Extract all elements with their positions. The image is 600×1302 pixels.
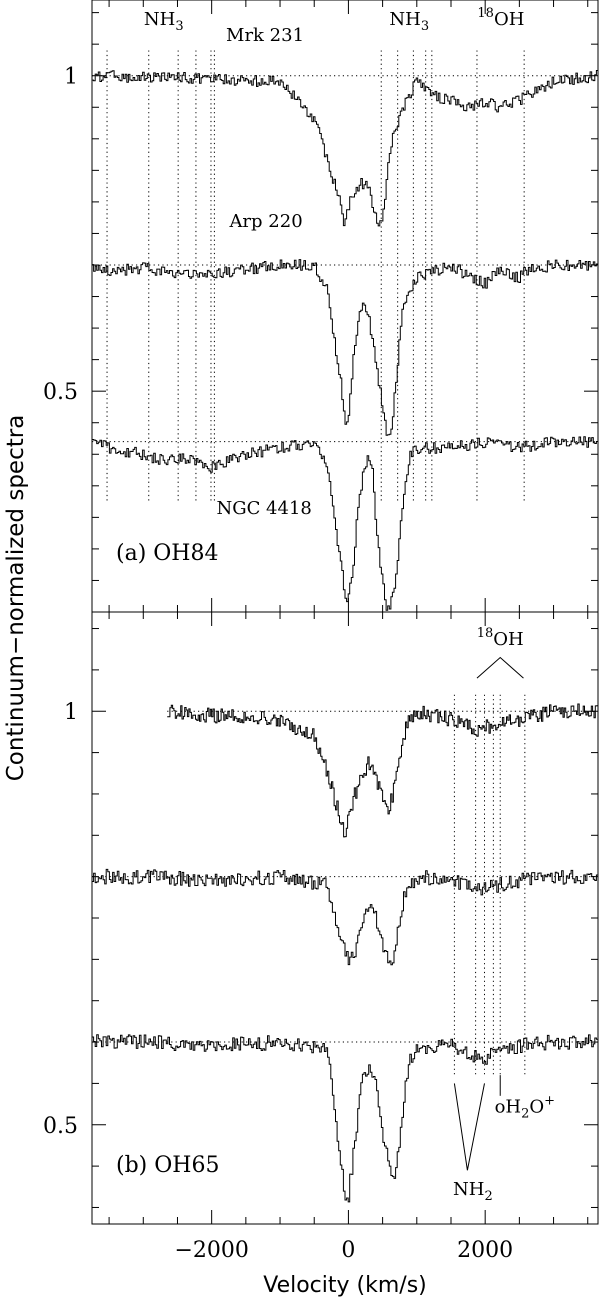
y-axis-label: Continuum−normalized spectra <box>3 415 29 782</box>
panel-b-xticks: −2000 0 2000 <box>108 612 589 1263</box>
panel-a-frame <box>91 0 599 613</box>
nh3-right-label-sub: 3 <box>421 19 429 34</box>
panel-a-ytick-label: 0.5 <box>43 380 78 405</box>
panel-b-ytick-label: 1 <box>64 700 78 725</box>
nh3-right-label-base: NH <box>389 9 420 30</box>
panel-b-markers <box>453 694 526 1096</box>
oh2o-plus-label: oH2O+ <box>495 1093 556 1121</box>
panel-a-spectrum-0 <box>92 70 599 227</box>
panel-b-ytick-label: 0.5 <box>43 1114 78 1139</box>
panel-b-spectrum-2 <box>92 1034 599 1203</box>
oh18-top-label-base: OH <box>494 9 524 30</box>
oh2o-plus-label-sup2: + <box>544 1093 555 1108</box>
nh3-left-label-base: NH <box>144 9 175 30</box>
oh2o-plus-label-tail: O <box>529 1096 544 1117</box>
panel-b-series <box>92 703 599 1203</box>
oh18-bottom-label-base: OH <box>493 629 523 650</box>
nh2-label-base: NH <box>453 1179 484 1200</box>
nh2-label: NH2 <box>453 1179 493 1204</box>
panel-a-markers <box>106 50 525 502</box>
oh18-bracket <box>476 656 524 679</box>
oh18-top-label: 18OH <box>477 6 524 30</box>
panel-a-gridlines <box>92 75 598 443</box>
oh2o-plus-label-base: oH <box>495 1096 522 1117</box>
panel-a-spectrum-1 <box>92 259 599 436</box>
panel-b-spectrum-1 <box>92 868 599 966</box>
x-axis-label: Velocity (km/s) <box>263 1273 427 1298</box>
nh3-left-label-sub: 3 <box>175 19 183 34</box>
nh2-label-sub: 2 <box>484 1189 492 1204</box>
nh3-left-label: NH3 <box>144 9 184 34</box>
panel-a-spectrum-2 <box>92 436 599 611</box>
panel-a-series-label-1: Arp 220 <box>228 211 302 232</box>
x-tick-label: −2000 <box>174 1238 248 1263</box>
nh2-bracket <box>453 1083 485 1171</box>
panel-b-gridlines <box>92 710 598 1043</box>
panel-a-yticks: 10.5 <box>43 12 598 581</box>
oh18-bottom-label: 18OH <box>477 626 524 650</box>
panel-b-spectrum-0 <box>167 703 599 838</box>
oh2o-plus-label-sub: 2 <box>521 1106 529 1121</box>
panel-b-yticks: 10.5 <box>43 628 598 1208</box>
panel-b-label: (b) OH65 <box>116 1153 219 1178</box>
x-tick-label: 2000 <box>457 1238 513 1263</box>
panel-a-series <box>92 70 599 611</box>
x-tick-label: 0 <box>341 1238 355 1263</box>
panel-a-ytick-label: 1 <box>64 65 78 90</box>
panel-a-series-label-0: Mrk 231 <box>226 25 304 46</box>
panel-b-frame <box>91 611 599 1225</box>
panel-a-xticks <box>108 0 589 612</box>
oh18-top-label-sup: 18 <box>477 6 494 21</box>
oh18-bottom-label-sup: 18 <box>477 626 494 641</box>
nh3-right-label: NH3 <box>389 9 429 34</box>
panel-a-label: (a) OH84 <box>116 541 219 566</box>
panel-a-series-label-2: NGC 4418 <box>216 498 311 519</box>
